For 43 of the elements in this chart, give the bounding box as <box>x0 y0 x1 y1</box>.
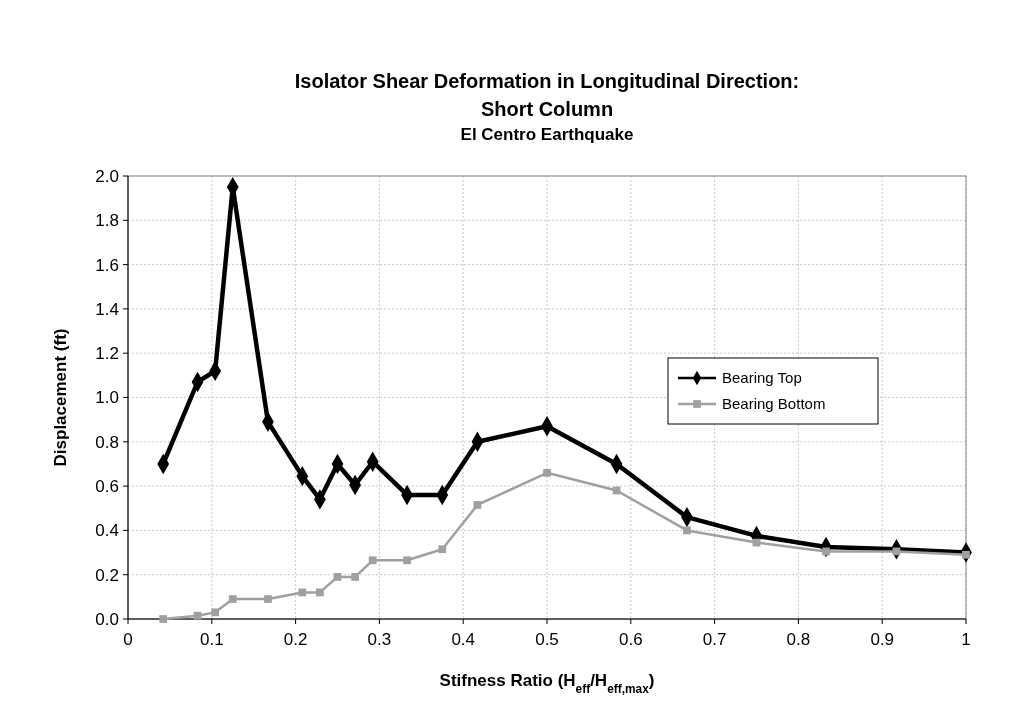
y-tick-label: 1.4 <box>95 299 119 319</box>
y-tick-label: 1.8 <box>95 211 119 231</box>
y-tick-label: 0.8 <box>95 432 119 452</box>
point <box>193 611 202 620</box>
x-tick-label: 0.8 <box>786 630 811 649</box>
x-axis-title: Stifness Ratio (H$_{eff}$/H$_{eff,max}$) <box>439 671 655 696</box>
y-axis-title: Displacement (ft) <box>51 328 70 467</box>
point <box>159 615 168 623</box>
point <box>333 573 342 581</box>
x-tick-label: 0.6 <box>618 630 643 649</box>
point <box>683 526 691 535</box>
y-tick-label: 1.0 <box>95 388 119 408</box>
legend-label: Bearing Bottom <box>722 395 826 413</box>
chart-title: Isolator Shear Deformation in Longitudinal Direction: Short Column <box>294 70 800 120</box>
x-tick-label: 0.7 <box>702 630 727 649</box>
x-tick-label: 0 <box>123 630 133 649</box>
y-tick-label: 0.0 <box>95 609 119 629</box>
legend-label: Bearing Top <box>722 369 802 387</box>
point <box>473 501 482 509</box>
y-tick-label: 2.0 <box>95 166 119 186</box>
point <box>543 468 551 477</box>
x-tick-label: 0.9 <box>870 630 895 649</box>
point <box>211 608 220 617</box>
y-tick-label: 0.6 <box>95 477 119 497</box>
point <box>228 595 237 603</box>
y-tick-label: 0.4 <box>95 521 119 541</box>
y-tick-label: 0.2 <box>95 565 119 585</box>
x-tick-label: 1 <box>961 630 971 649</box>
point <box>438 545 447 554</box>
point <box>368 556 377 565</box>
y-tick-label: 1.2 <box>95 344 119 364</box>
point <box>316 588 324 597</box>
x-tick-label: 0.1 <box>199 630 224 649</box>
x-tick-label: 0.3 <box>367 630 392 649</box>
point <box>403 556 411 565</box>
x-tick-label: 0.5 <box>535 630 559 649</box>
chart-subtitle: El Centro Earthquake <box>460 125 634 144</box>
y-tick-label: 1.6 <box>95 255 119 275</box>
x-tick-label: 0.2 <box>283 630 308 649</box>
point <box>351 573 359 581</box>
x-tick-label: 0.4 <box>451 630 476 649</box>
point <box>298 588 307 597</box>
point <box>264 595 272 603</box>
